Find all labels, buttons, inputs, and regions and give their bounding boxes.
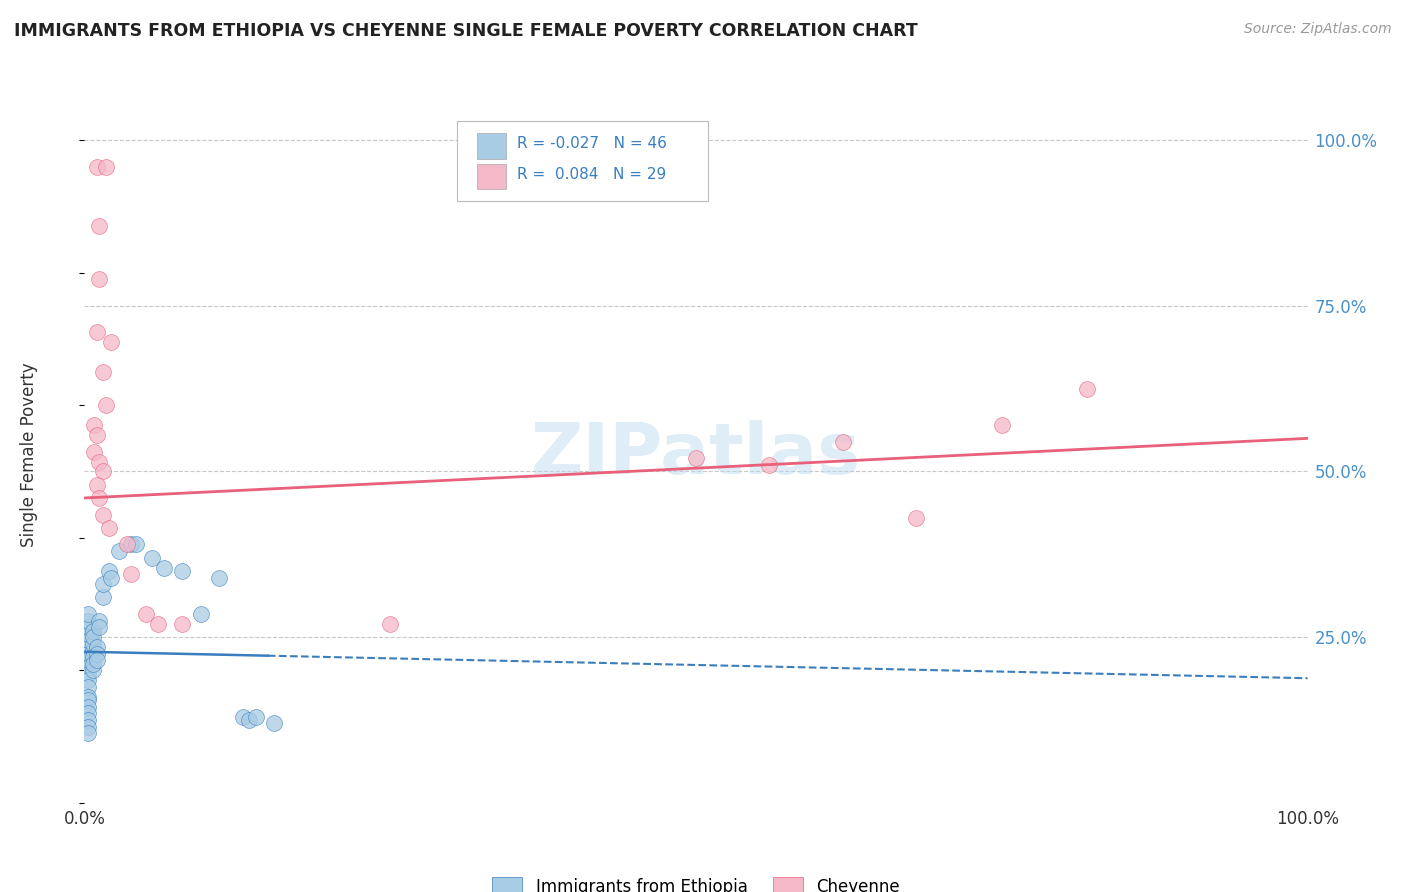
Point <box>82 643 104 657</box>
Point <box>91 365 114 379</box>
Point <box>82 630 104 644</box>
Point <box>87 219 110 234</box>
Point <box>86 160 108 174</box>
Point <box>77 720 100 734</box>
Point <box>115 537 138 551</box>
Point <box>77 673 100 688</box>
Point <box>77 726 100 740</box>
Point <box>238 713 260 727</box>
Point <box>232 709 254 723</box>
Point <box>77 706 100 721</box>
Point <box>82 650 104 665</box>
Point <box>125 537 148 551</box>
Point <box>208 570 231 584</box>
Text: Source: ZipAtlas.com: Source: ZipAtlas.com <box>1244 22 1392 37</box>
Point <box>87 620 110 634</box>
FancyBboxPatch shape <box>477 164 506 189</box>
Point <box>86 647 108 661</box>
Point <box>97 521 120 535</box>
Point <box>146 616 169 631</box>
Point <box>190 607 212 621</box>
Point <box>77 660 100 674</box>
Point <box>77 627 100 641</box>
Point <box>120 567 142 582</box>
Point <box>245 709 267 723</box>
Point <box>87 614 110 628</box>
Point <box>100 570 122 584</box>
Text: R =  0.084   N = 29: R = 0.084 N = 29 <box>517 167 666 182</box>
Point <box>82 637 104 651</box>
Point <box>86 477 108 491</box>
Text: ZIPatlas: ZIPatlas <box>531 420 860 490</box>
Point <box>905 511 928 525</box>
Text: IMMIGRANTS FROM ETHIOPIA VS CHEYENNE SINGLE FEMALE POVERTY CORRELATION CHART: IMMIGRANTS FROM ETHIOPIA VS CHEYENNE SIN… <box>14 22 918 40</box>
Point <box>91 465 114 479</box>
Point <box>77 666 100 681</box>
Point <box>758 458 780 472</box>
Point <box>91 577 114 591</box>
Point <box>91 591 114 605</box>
Point <box>77 680 100 694</box>
Point <box>991 418 1014 433</box>
Legend: Immigrants from Ethiopia, Cheyenne: Immigrants from Ethiopia, Cheyenne <box>485 871 907 892</box>
Point <box>77 653 100 667</box>
Point <box>77 690 100 704</box>
Point <box>135 607 157 621</box>
Point <box>82 624 104 638</box>
Point <box>97 564 120 578</box>
Point <box>77 633 100 648</box>
Point <box>87 454 110 468</box>
Point <box>77 620 100 634</box>
Text: Single Female Poverty: Single Female Poverty <box>20 363 38 547</box>
Point <box>1076 382 1098 396</box>
Point <box>77 693 100 707</box>
Point <box>77 607 100 621</box>
Point <box>141 550 163 565</box>
Point <box>82 657 104 671</box>
Point <box>685 451 707 466</box>
Text: R = -0.027   N = 46: R = -0.027 N = 46 <box>517 136 668 152</box>
Point <box>83 444 105 458</box>
Point <box>77 614 100 628</box>
Point <box>87 491 110 505</box>
Point <box>83 418 105 433</box>
Point <box>77 647 100 661</box>
Point <box>107 544 129 558</box>
Point <box>172 564 194 578</box>
Point <box>831 434 853 449</box>
Point <box>86 653 108 667</box>
Point <box>96 160 118 174</box>
Point <box>172 616 194 631</box>
Point <box>77 713 100 727</box>
Point <box>380 616 402 631</box>
Point <box>91 508 114 522</box>
Point <box>120 537 142 551</box>
Point <box>77 699 100 714</box>
Point <box>87 272 110 286</box>
Point <box>86 428 108 442</box>
Point <box>86 326 108 340</box>
FancyBboxPatch shape <box>457 121 709 201</box>
Point <box>96 398 118 412</box>
Point <box>86 640 108 654</box>
FancyBboxPatch shape <box>477 134 506 159</box>
Point <box>100 335 122 350</box>
Point <box>153 560 176 574</box>
Point <box>82 663 104 677</box>
Point <box>263 716 285 731</box>
